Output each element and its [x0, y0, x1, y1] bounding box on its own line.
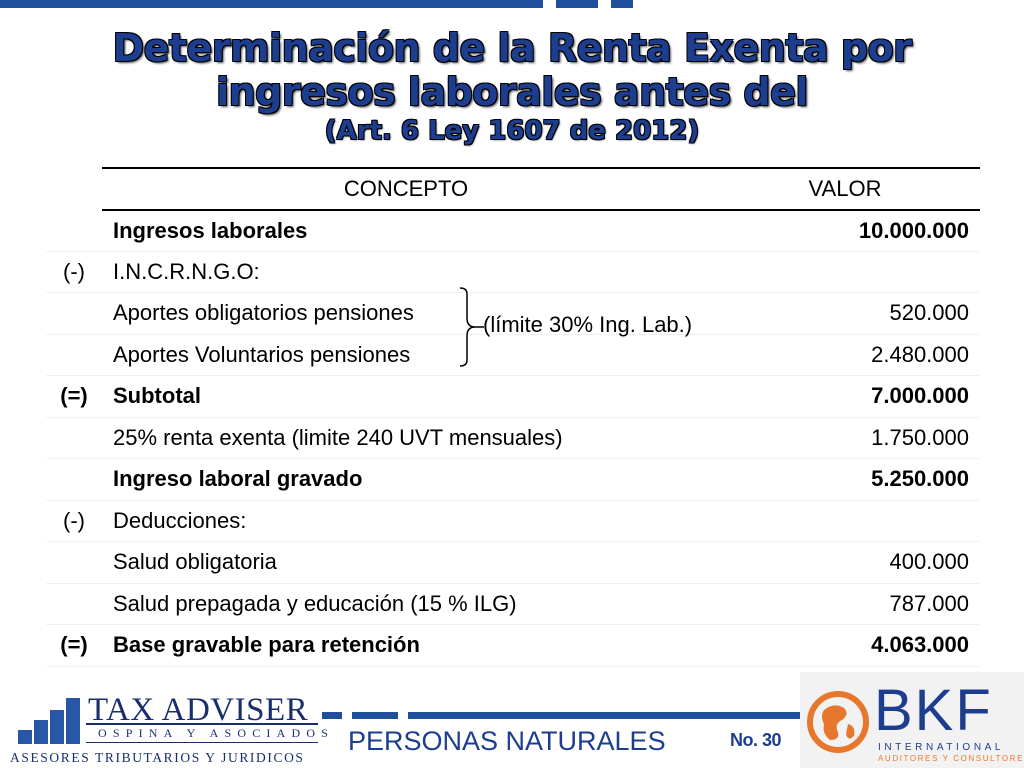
section-title: PERSONAS NATURALES: [348, 726, 666, 756]
row-value: 1.750.000: [710, 417, 980, 459]
bar-chart-icon: [14, 696, 86, 744]
row-value: 2.480.000: [710, 334, 980, 376]
table-row: (-) I.N.C.R.N.G.O:: [46, 251, 980, 293]
row-sign: [46, 292, 102, 335]
title-line-3: (Art. 6 Ley 1607 de 2012): [324, 116, 700, 146]
row-sign: [46, 458, 102, 501]
header-valor: VALOR: [710, 167, 980, 211]
tax-adviser-subtitle: OSPINA Y ASOCIADOS: [98, 726, 335, 740]
table-row: (=) Subtotal 7.000.000: [46, 375, 980, 418]
table-row: Ingresos laborales 10.000.000: [46, 209, 980, 252]
globe-icon: [807, 691, 869, 753]
row-value: 4.063.000: [710, 624, 980, 667]
renta-exenta-table: CONCEPTO VALOR Ingresos laborales 10.000.…: [46, 167, 980, 667]
table-row: 25% renta exenta (limite 240 UVT mensual…: [46, 417, 980, 459]
top-bar-small: [611, 0, 633, 8]
table-body: Ingresos laborales 10.000.000 (-) I.N.C.R.N…: [46, 209, 980, 667]
bkf-international: INTERNATIONAL: [878, 742, 1005, 753]
bracket-icon: [459, 287, 484, 367]
footer: TAX ADVISER OSPINA Y ASOCIADOS ASESORES …: [0, 668, 1024, 768]
tax-adviser-rule-2: [86, 742, 318, 743]
row-sign: (=): [46, 624, 102, 667]
row-concept: I.N.C.R.N.G.O:: [102, 251, 710, 293]
title-line-1: Determinación de la Renta Exenta por: [112, 26, 912, 70]
row-concept: Ingreso laboral gravado: [102, 458, 710, 501]
header-sign-cell: [46, 168, 102, 210]
slide-title: Determinación de la Renta Exenta por ing…: [0, 26, 1024, 148]
row-concept: Aportes Voluntarios pensiones: [102, 334, 710, 376]
row-concept: Salud prepagada y educación (15 % ILG): [102, 583, 710, 625]
table-row: Aportes Voluntarios pensiones 2.480.000: [46, 334, 980, 376]
bkf-logo: BKF INTERNATIONAL AUDITORES Y CONSULTORE…: [800, 672, 1024, 768]
row-value: 520.000: [710, 292, 980, 335]
row-sign: [46, 583, 102, 625]
row-sign: [46, 541, 102, 584]
table-row: (=) Base gravable para retención 4.063.000: [46, 624, 980, 667]
table-header-row: CONCEPTO VALOR: [46, 167, 980, 211]
tax-adviser-tagline: ASESORES TRIBUTARIOS Y JURIDICOS: [10, 750, 305, 765]
row-concept: Aportes obligatorios pensiones: [102, 292, 710, 335]
tax-adviser-name: TAX ADVISER: [88, 692, 309, 728]
row-sign: [46, 334, 102, 376]
bkf-tagline: AUDITORES Y CONSULTORES: [878, 754, 1024, 763]
tax-adviser-logo: TAX ADVISER OSPINA Y ASOCIADOS ASESORES …: [8, 690, 328, 768]
table-row: (-) Deducciones:: [46, 500, 980, 542]
row-value: [710, 251, 980, 293]
row-sign: (-): [46, 500, 102, 542]
top-bar-long: [0, 0, 543, 8]
row-value: 787.000: [710, 583, 980, 625]
row-concept: 25% renta exenta (limite 240 UVT mensual…: [102, 417, 710, 459]
row-sign: (-): [46, 251, 102, 293]
row-value: 10.000.000: [710, 209, 980, 252]
row-concept: Ingresos laborales: [102, 209, 710, 252]
row-value: 5.250.000: [710, 458, 980, 501]
top-bar-short: [556, 0, 598, 8]
tax-adviser-rule: [86, 723, 318, 725]
page-number: No. 30: [730, 730, 782, 750]
table-row: Salud obligatoria 400.000: [46, 541, 980, 584]
table-row: Ingreso laboral gravado 5.250.000: [46, 458, 980, 501]
bkf-name: BKF: [874, 678, 993, 743]
title-line-2: ingresos laborales antes del: [216, 70, 808, 114]
bracket-note: (límite 30% Ing. Lab.): [483, 312, 693, 337]
row-concept: Base gravable para retención: [102, 624, 710, 667]
footer-bar-1: [322, 712, 342, 719]
row-sign: [46, 417, 102, 459]
top-decorative-bars: [0, 0, 1024, 10]
table-row: Salud prepagada y educación (15 % ILG) 78…: [46, 583, 980, 625]
row-value: 400.000: [710, 541, 980, 584]
row-value: [710, 500, 980, 542]
header-concepto: CONCEPTO: [102, 167, 710, 211]
row-value: 7.000.000: [710, 375, 980, 418]
footer-bar-3: [408, 712, 800, 719]
row-concept: Salud obligatoria: [102, 541, 710, 584]
row-concept: Deducciones:: [102, 500, 710, 542]
row-concept: Subtotal: [102, 375, 710, 418]
row-sign: [46, 209, 102, 252]
footer-bar-2: [352, 712, 398, 719]
table-row: Aportes obligatorios pensiones 520.000: [46, 292, 980, 335]
row-sign: (=): [46, 375, 102, 418]
